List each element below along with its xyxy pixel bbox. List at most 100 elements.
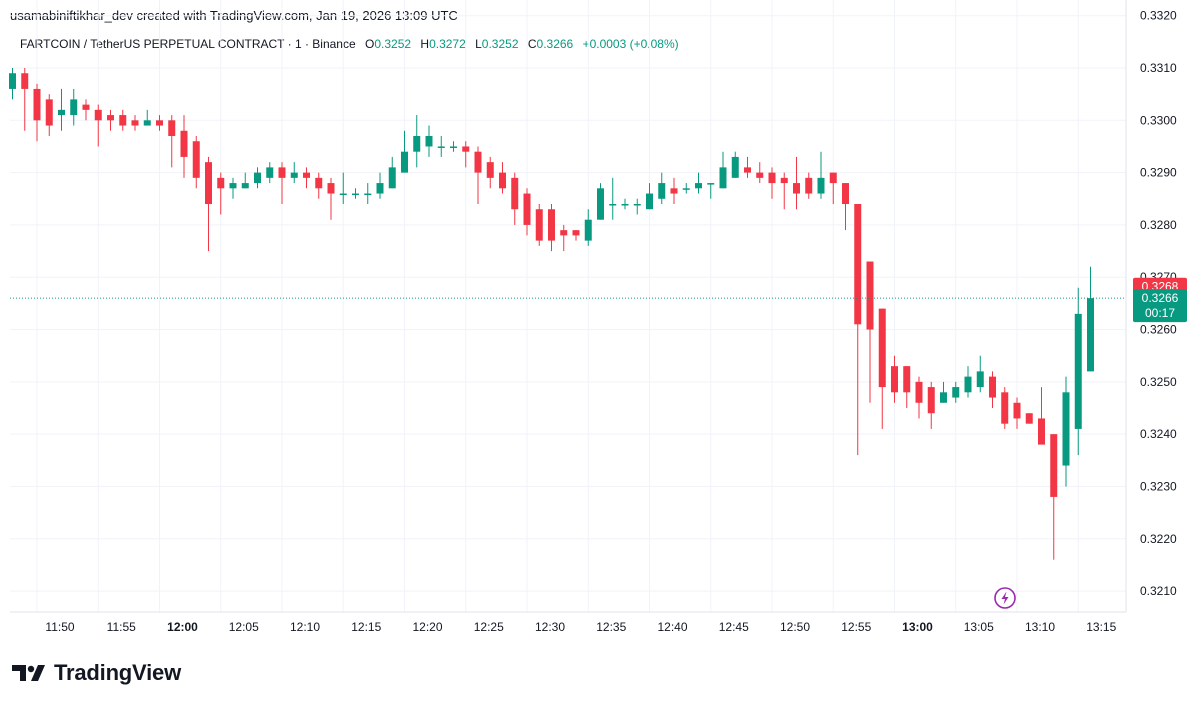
- candle-body: [425, 136, 433, 147]
- candle-body: [327, 183, 335, 194]
- price-tick-label: 0.3260: [1140, 323, 1177, 337]
- tradingview-logo-icon: [12, 665, 45, 681]
- candle: [1050, 434, 1058, 560]
- candle: [21, 68, 29, 131]
- candle-body: [768, 172, 776, 184]
- candle-body: [180, 130, 188, 157]
- price-tick-label: 0.3320: [1140, 9, 1177, 23]
- ohlc-legend: FARTCOIN / TetherUS PERPETUAL CONTRACT ·…: [20, 37, 679, 51]
- price-tick-label: 0.3230: [1140, 479, 1177, 493]
- candle-body: [842, 183, 849, 204]
- time-tick-label: 13:05: [964, 620, 994, 634]
- candle-body: [817, 177, 825, 194]
- last-price-badge: 0.3266 00:17: [1133, 289, 1187, 323]
- candle-body: [695, 183, 702, 189]
- candle-body: [131, 120, 139, 126]
- candle: [511, 172, 519, 225]
- candle: [780, 172, 788, 210]
- grid: [10, 0, 1126, 612]
- candle-body: [58, 109, 65, 116]
- candle: [94, 104, 102, 147]
- high-value: 0.3272: [429, 37, 466, 51]
- candle: [70, 88, 78, 126]
- candle-body: [339, 193, 347, 196]
- candle-body: [719, 167, 727, 189]
- time-tick-label: 12:10: [290, 620, 320, 634]
- time-axis[interactable]: 11:50 11:55 12:00 12:05 12:10 12:15 12:20 12:25…: [45, 620, 1116, 634]
- candle-body: [82, 104, 90, 110]
- candle-body: [401, 151, 408, 173]
- candle: [413, 115, 421, 168]
- candle: [682, 183, 690, 194]
- candle-body: [952, 387, 960, 398]
- time-tick-label: 12:20: [412, 620, 442, 634]
- candle: [486, 156, 494, 189]
- candle-body: [805, 177, 813, 194]
- candle: [9, 68, 16, 100]
- candle: [548, 204, 555, 252]
- candle: [793, 156, 800, 210]
- candle: [1087, 266, 1094, 372]
- time-tick-label: 11:55: [107, 620, 136, 634]
- candle-body: [511, 177, 519, 210]
- candle: [584, 209, 592, 246]
- candle-body: [793, 183, 800, 194]
- time-tick-label: 12:30: [535, 620, 565, 634]
- candle: [768, 167, 776, 199]
- candle: [156, 115, 163, 131]
- candle-body: [646, 193, 653, 210]
- candle-body: [156, 120, 163, 126]
- candle-body: [364, 193, 372, 196]
- candle: [1025, 413, 1033, 424]
- candle-body: [486, 162, 494, 178]
- candle: [670, 177, 678, 204]
- candle: [462, 141, 470, 168]
- candle: [744, 156, 751, 178]
- close-value: 0.3266: [536, 37, 574, 51]
- candle-body: [388, 167, 396, 189]
- candle: [621, 198, 629, 210]
- time-tick-label: 12:45: [719, 620, 749, 634]
- candle-body: [119, 115, 127, 126]
- candle: [450, 141, 457, 152]
- candle: [352, 188, 359, 199]
- candle-body: [891, 366, 898, 393]
- candle-body: [535, 209, 543, 241]
- tradingview-logo[interactable]: TradingView: [12, 660, 181, 686]
- candle: [989, 371, 996, 408]
- tradingview-wordmark: TradingView: [54, 660, 181, 685]
- candle: [217, 172, 225, 215]
- time-tick-label: 13:15: [1086, 620, 1116, 634]
- candle-body: [303, 172, 310, 178]
- change-value: +0.0003 (+0.08%): [582, 37, 679, 51]
- low-value: 0.3252: [481, 37, 519, 51]
- candle: [964, 366, 972, 398]
- time-tick-label: 12:25: [474, 620, 504, 634]
- price-tick-label: 0.3300: [1140, 113, 1177, 127]
- candle: [1001, 387, 1009, 429]
- candle: [499, 162, 506, 194]
- candle-body: [1001, 392, 1009, 424]
- candle-body: [964, 376, 972, 393]
- candle-body: [584, 219, 592, 241]
- candle-body: [290, 172, 298, 178]
- symbol-title[interactable]: FARTCOIN / TetherUS PERPETUAL CONTRACT ·…: [20, 37, 356, 51]
- lightning-icon[interactable]: [994, 587, 1016, 609]
- candle: [339, 172, 347, 204]
- candle: [927, 381, 935, 429]
- price-tick-label: 0.3240: [1140, 427, 1177, 441]
- candle: [205, 156, 212, 252]
- candle-body: [192, 141, 200, 178]
- candle: [817, 151, 825, 199]
- candle-body: [1013, 402, 1021, 419]
- candle: [425, 125, 433, 157]
- candle-body: [499, 172, 506, 189]
- candle: [376, 172, 384, 199]
- candle-body: [1062, 392, 1070, 466]
- candle-body: [33, 88, 41, 121]
- time-tick-label: 13:10: [1025, 620, 1055, 634]
- price-tick-label: 0.3280: [1140, 218, 1177, 232]
- candle: [805, 172, 813, 199]
- time-tick-label: 12:40: [657, 620, 687, 634]
